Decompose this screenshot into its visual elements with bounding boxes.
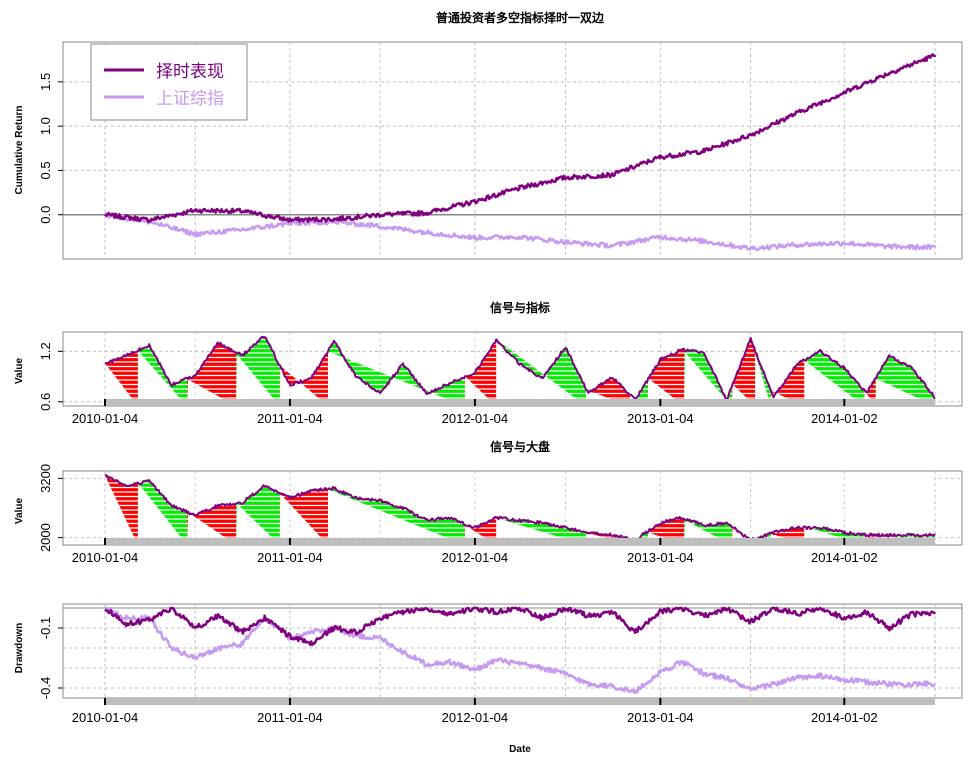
signal-market-title: 信号与大盘 (490, 439, 550, 454)
strategy-return-line (104, 53, 937, 224)
x-tick-label: 2010-01-04 (72, 710, 139, 725)
x-tick-label: 2013-01-04 (627, 411, 694, 426)
x-tick-label: 2011-01-04 (257, 550, 323, 565)
x-tick-label: 2014-01-02 (811, 411, 878, 426)
y-tick-label: 0.5 (38, 161, 53, 179)
y-tick-label: -0.4 (38, 677, 53, 699)
signal-low-area (647, 348, 685, 406)
signal-high-area (630, 377, 648, 406)
signal-low-area (279, 351, 328, 406)
signal-indicator-title: 信号与指标 (490, 300, 550, 315)
signal-high-area (684, 349, 732, 406)
legend: 择时表现 上证综指 (90, 43, 248, 121)
signal-high-area (804, 526, 865, 545)
x-tick-label: 2011-01-04 (257, 710, 323, 725)
y-tick-label: 1.2 (38, 342, 53, 360)
y-tick-label: 1.0 (38, 117, 53, 135)
x-tick-label: 2010-01-04 (72, 550, 139, 565)
y-tick-label: -0.1 (38, 617, 53, 639)
x-tick-label: 2013-01-04 (627, 710, 694, 725)
y-tick-label: 1.5 (38, 73, 53, 91)
benchmark-return-line (103, 212, 937, 252)
main-chart-title: 普通投资者多空指标择时一双边 (436, 10, 605, 25)
legend-label-strategy: 择时表现 (156, 62, 224, 82)
drawdown-panel: -0.1 -0.4 2010-01-04 2011-01-04 2012-01-04 20… (38, 603, 963, 725)
value-line (104, 335, 936, 402)
drawdown-axis-label: Drawdown (14, 623, 25, 674)
cumulative-return-axis-label: Cumulative Return (14, 106, 25, 195)
signal-low-area (105, 350, 138, 406)
signal-indicator-panel: 0.6 1.2 2010-01-04 2011-01-04 2012-01-04 2013… (38, 331, 963, 426)
x-tick-label: 2012-01-04 (442, 710, 509, 725)
signal-market-panel: 2000 3200 2010-01-04 2011-01-04 2012-01-04 20… (38, 464, 963, 565)
legend-label-benchmark: 上证综指 (156, 89, 224, 109)
y-tick-label: 0.6 (38, 393, 53, 411)
strategy-drawdown-line (104, 606, 937, 647)
date-strip (105, 538, 935, 545)
benchmark-drawdown-line (104, 606, 937, 694)
x-tick-label: 2014-01-02 (811, 550, 878, 565)
legend-box (90, 43, 248, 121)
signal-high-area (236, 485, 280, 545)
x-tick-label: 2012-01-04 (442, 550, 509, 565)
value-line (104, 473, 936, 542)
signal-low-area (187, 342, 237, 406)
signal-market-axis-label: Value (14, 498, 25, 525)
x-tick-label: 2013-01-04 (627, 550, 694, 565)
x-tick-label: 2011-01-04 (257, 411, 323, 426)
plot-frame (62, 603, 963, 699)
y-tick-label: 3200 (38, 464, 53, 493)
y-tick-label: 0.0 (38, 206, 53, 224)
signal-indicator-axis-label: Value (14, 358, 25, 385)
plot-frame (62, 470, 963, 546)
date-axis-label: Date (509, 744, 531, 755)
signal-low-area (279, 488, 328, 545)
x-tick-label: 2010-01-04 (72, 411, 139, 426)
y-tick-label: 2000 (38, 523, 53, 552)
signal-high-area (804, 350, 865, 406)
x-tick-label: 2014-01-02 (811, 710, 878, 725)
x-tick-label: 2012-01-04 (442, 411, 509, 426)
date-strip (105, 399, 935, 406)
date-strip (105, 698, 935, 705)
signal-high-area (755, 352, 771, 406)
